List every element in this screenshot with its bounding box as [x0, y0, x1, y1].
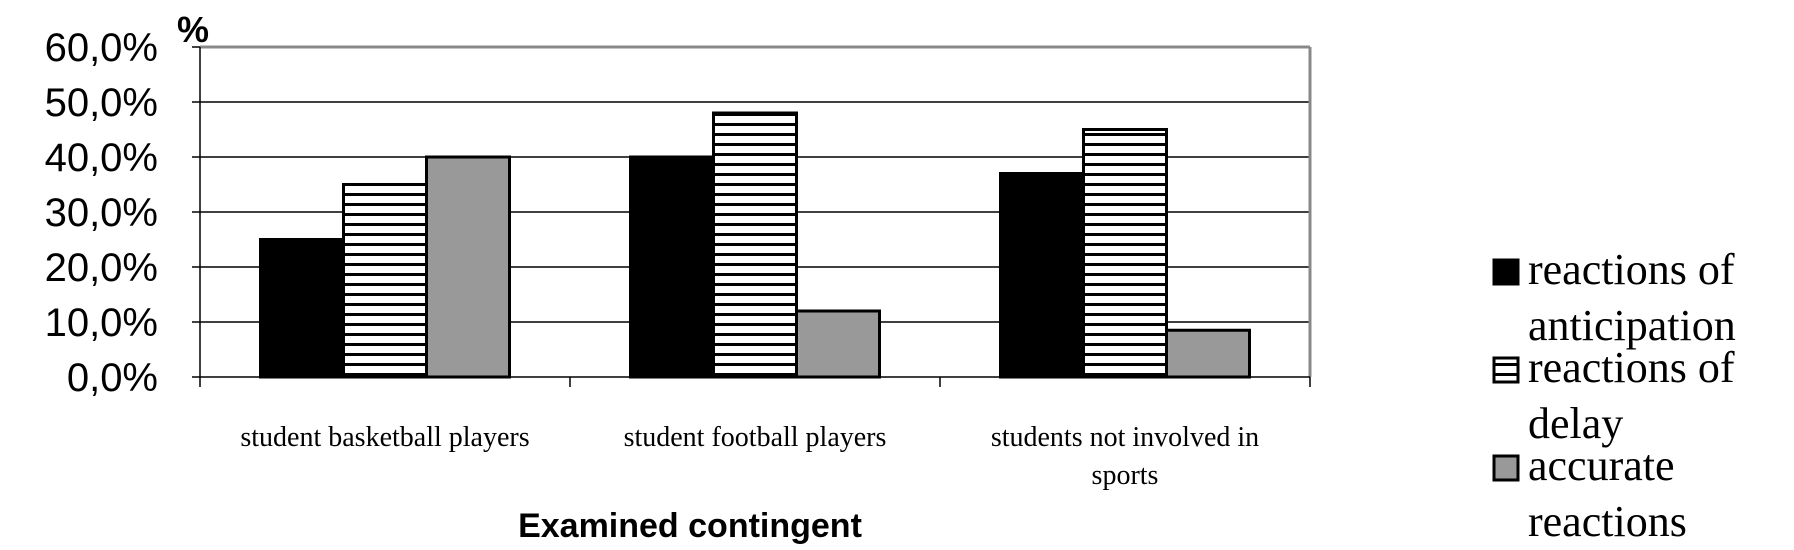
legend-label: delay: [1528, 399, 1623, 448]
y-tick-label: 50,0%: [45, 81, 158, 125]
y-tick-label: 0,0%: [67, 356, 158, 400]
legend-label: reactions of: [1528, 245, 1735, 294]
bar-series-1: [999, 172, 1085, 379]
category-label: students not involved in: [991, 422, 1259, 453]
bar-series-3: [1165, 328, 1251, 379]
y-tick-label: 10,0%: [45, 301, 158, 345]
y-tick-label: 20,0%: [45, 246, 158, 290]
bar-series-2: [1082, 128, 1168, 379]
category-labels: student basketball players student footba…: [240, 422, 1259, 491]
x-axis-title: Examined contingent: [518, 507, 862, 545]
category-label: student basketball players: [240, 422, 529, 453]
legend-swatch-3: [1492, 454, 1520, 482]
y-tick-label: 60,0%: [45, 26, 158, 70]
y-axis-unit-label: %: [177, 9, 209, 50]
legend-label: anticipation: [1528, 301, 1736, 350]
y-tick-label: 30,0%: [45, 191, 158, 235]
category-label: sports: [1092, 460, 1159, 491]
legend-label: reactions: [1528, 497, 1687, 546]
y-tick-label: 40,0%: [45, 136, 158, 180]
bar-series-3: [425, 155, 511, 379]
bar-series-1: [629, 155, 715, 379]
bar-series-2: [712, 111, 798, 379]
category-label: student football players: [624, 422, 887, 453]
legend-swatch-1: [1492, 258, 1520, 286]
bar-series-3: [795, 309, 881, 379]
bar-series-1: [259, 238, 345, 379]
legend-swatch-2: [1492, 356, 1520, 384]
y-axis-ticks: 0,0% 10,0% 20,0% 30,0% 40,0% 50,0% 60,0%: [45, 26, 1311, 400]
bar-series-2: [342, 183, 428, 379]
legend-label: reactions of: [1528, 343, 1735, 392]
legend-label: accurate: [1528, 441, 1675, 490]
bars-group: [259, 111, 1251, 379]
